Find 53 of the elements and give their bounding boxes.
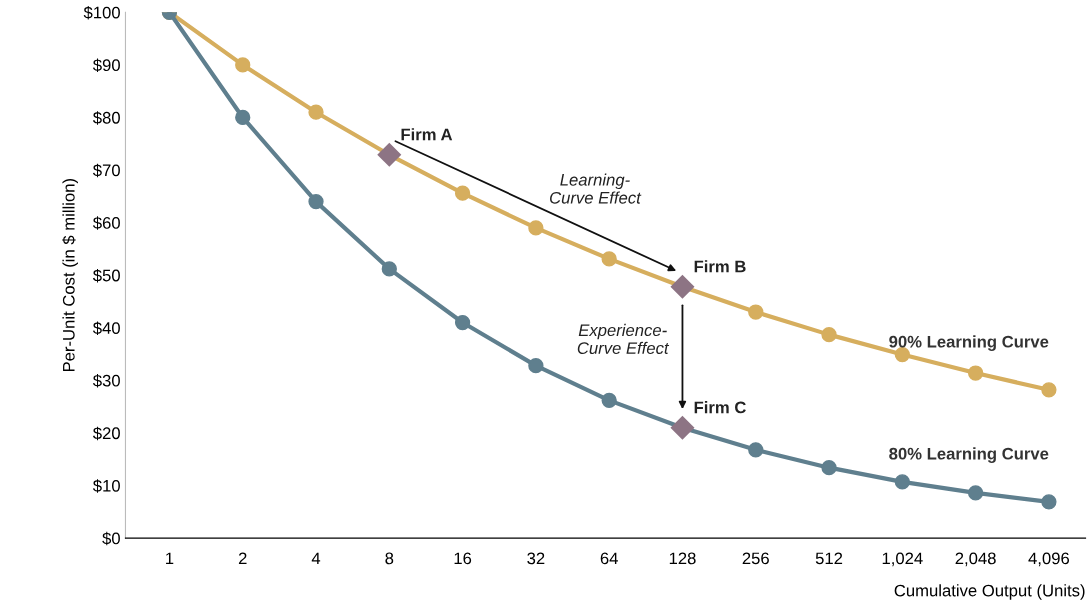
y-axis-title: Per-Unit Cost (in $ million) [62,179,78,372]
x-tick-label: 4 [311,552,321,565]
annotation: Firm C [694,401,746,414]
point [454,314,471,331]
point [308,104,324,120]
series-label: 80% Learning Curve [889,447,1049,463]
annotation: Learning- Curve Effect [550,173,642,204]
annotation: Experience- Curve Effect [577,323,670,355]
y-tick-label: $90 [92,58,120,73]
point [821,326,837,343]
point [748,304,764,320]
y-tick-label: $50 [92,268,120,283]
y-tick-label: $20 [92,426,120,441]
x-tick-label: 2,048 [955,552,996,567]
x-tick-label: 1,024 [882,552,923,567]
point [235,57,251,73]
point [381,261,397,277]
y-tick-label: $30 [92,374,120,388]
point [601,251,617,267]
annotation: Firm A [401,128,453,141]
point [235,109,251,126]
x-axis-title: Cumulative Output (Units) [894,584,1085,600]
point [1041,382,1057,398]
point [308,193,324,210]
point [894,474,910,490]
y-tick-label: $0 [102,531,120,546]
x-tick-label: 32 [527,552,545,565]
point [528,358,544,374]
y-tick-label: $60 [92,216,120,230]
y-tick-label: $80 [92,111,120,125]
point [967,365,984,381]
x-tick-label: 512 [815,552,843,565]
point [748,442,764,458]
x-tick-label: 128 [669,552,696,565]
point [1041,494,1057,510]
point [454,185,471,201]
x-tick-label: 8 [385,552,394,565]
y-tick-label: $40 [92,321,120,335]
point [601,392,617,408]
x-tick-label: 1 [166,552,174,565]
x-tick-label: 2 [238,552,247,565]
x-tick-label: 64 [600,552,618,565]
series-label: 90% Learning Curve [889,335,1049,351]
point [528,220,544,236]
y-tick-label: $100 [83,6,120,20]
annotation: Firm B [694,260,746,273]
point [967,485,984,501]
y-tick-label: $10 [92,479,120,493]
x-tick-label: 4,096 [1028,552,1070,567]
point [821,460,837,476]
y-tick-label: $70 [92,163,120,178]
x-tick-label: 16 [454,552,472,565]
x-tick-label: 256 [742,552,769,565]
